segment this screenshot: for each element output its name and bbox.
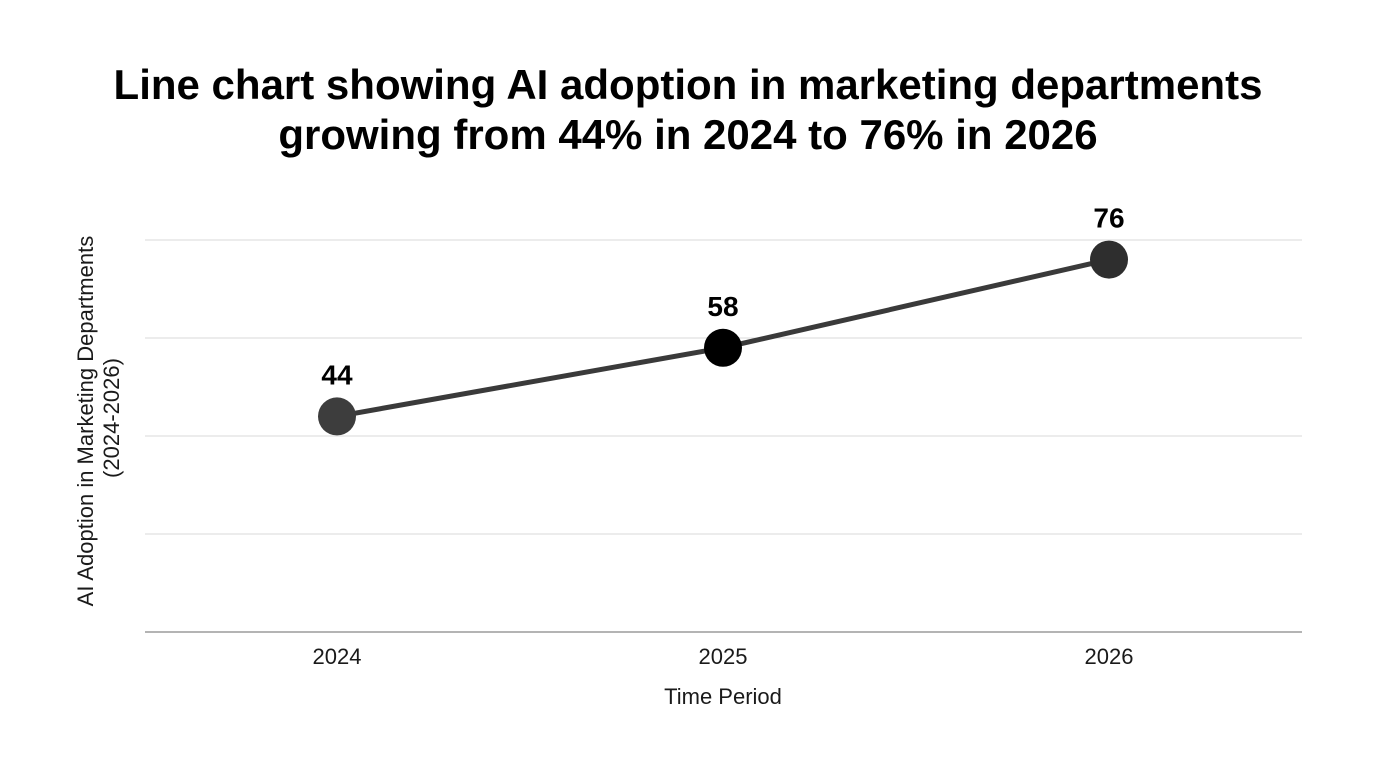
data-point-marker xyxy=(704,328,742,367)
y-axis-label-line-1: AI Adoption in Marketing Departments xyxy=(73,236,98,607)
data-label: 76 xyxy=(1093,203,1124,234)
data-label: 44 xyxy=(321,359,353,390)
gridlines xyxy=(145,239,1302,535)
y-axis-label: AI Adoption in Marketing Departments (20… xyxy=(73,230,124,607)
x-tick-labels: 2024 2025 2026 xyxy=(313,644,1134,669)
data-labels: 44 58 76 xyxy=(321,203,1124,391)
x-tick-label: 2026 xyxy=(1085,644,1134,669)
data-point-marker xyxy=(1090,240,1128,279)
x-tick-label: 2024 xyxy=(313,644,362,669)
chart-title-line-2: growing from 44% in 2024 to 76% in 2026 xyxy=(278,111,1098,158)
chart-title-line-1: Line chart showing AI adoption in market… xyxy=(113,61,1263,108)
data-point-marker xyxy=(318,397,356,436)
chart-title: Line chart showing AI adoption in market… xyxy=(0,60,1376,160)
data-points xyxy=(318,240,1128,436)
data-label: 58 xyxy=(707,291,738,322)
y-axis-label-line-2: (2024-2026) xyxy=(99,358,124,478)
x-tick-label: 2025 xyxy=(699,644,748,669)
x-axis-label: Time Period xyxy=(664,684,782,709)
